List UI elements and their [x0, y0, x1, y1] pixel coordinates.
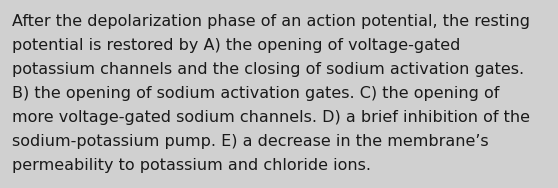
- Text: potential is restored by A) the opening of voltage-gated: potential is restored by A) the opening …: [12, 38, 460, 53]
- Text: potassium channels and the closing of sodium activation gates.: potassium channels and the closing of so…: [12, 62, 524, 77]
- Text: permeability to potassium and chloride ions.: permeability to potassium and chloride i…: [12, 158, 371, 173]
- Text: B) the opening of sodium activation gates. C) the opening of: B) the opening of sodium activation gate…: [12, 86, 499, 101]
- Text: more voltage-gated sodium channels. D) a brief inhibition of the: more voltage-gated sodium channels. D) a…: [12, 110, 530, 125]
- Text: sodium-potassium pump. E) a decrease in the membrane’s: sodium-potassium pump. E) a decrease in …: [12, 134, 489, 149]
- Text: After the depolarization phase of an action potential, the resting: After the depolarization phase of an act…: [12, 14, 530, 29]
